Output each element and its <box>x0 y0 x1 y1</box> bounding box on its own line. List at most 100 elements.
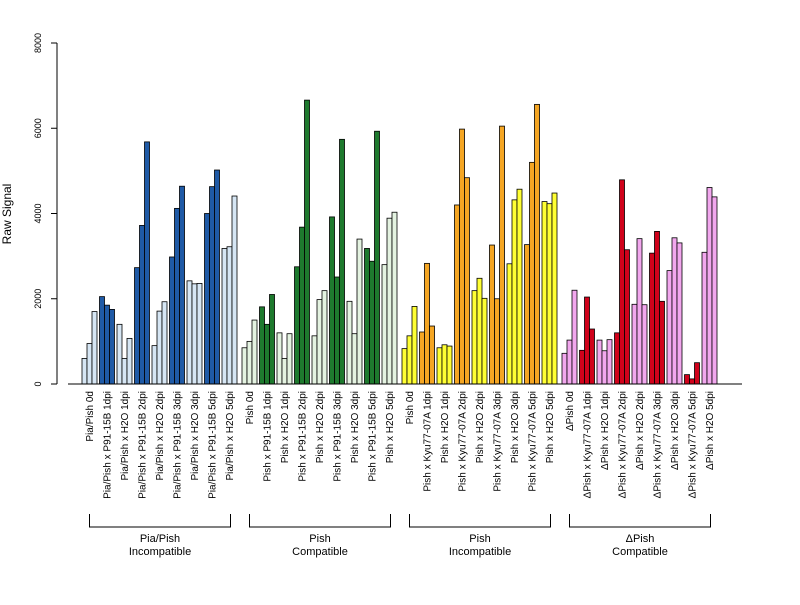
bar <box>546 203 553 385</box>
x-tick-label: Pia/Pish x H2O 1dpi <box>120 391 131 481</box>
bar <box>459 128 465 385</box>
x-tick-label: ΔPish x Kyu77-07A 3dpi <box>653 391 664 498</box>
bar <box>329 216 335 385</box>
bar <box>571 289 578 385</box>
bar <box>231 195 238 385</box>
bar <box>374 130 380 385</box>
x-tick-label: Pish x H2O 1dpi <box>440 391 451 463</box>
bar <box>411 306 418 385</box>
bar <box>99 296 105 385</box>
x-tick-label: Pish x P91-15B 2dpi <box>298 391 309 482</box>
bar <box>424 262 430 385</box>
bar <box>161 301 168 385</box>
bars <box>81 99 718 385</box>
group-label-line1: Pia/Pish <box>140 533 180 545</box>
bar <box>401 348 408 385</box>
bar <box>711 196 718 385</box>
bar <box>659 300 665 385</box>
x-tick-label: ΔPish x H2O 3dpi <box>670 391 681 470</box>
bar <box>186 280 193 385</box>
bar <box>346 300 353 385</box>
group-brackets: Pia/PishIncompatiblePishCompatiblePishIn… <box>89 514 711 558</box>
bar <box>436 347 443 385</box>
bar <box>286 333 293 385</box>
x-tick-label: ΔPish 0d <box>565 391 576 431</box>
x-tick-label: ΔPish x H2O 2dpi <box>635 391 646 470</box>
bar <box>91 311 98 385</box>
bar <box>246 340 253 385</box>
bar <box>489 244 495 385</box>
bar <box>511 199 518 385</box>
y-tick-label: 4000 <box>33 203 43 223</box>
bar <box>606 339 613 385</box>
x-tick-label: Pia/Pish x H2O 2dpi <box>155 391 166 481</box>
bar <box>259 306 265 385</box>
x-tick-label: Pish 0d <box>245 391 256 424</box>
bar <box>299 226 305 385</box>
x-tick-label: Pish x H2O 1dpi <box>280 391 291 463</box>
bar <box>406 335 413 385</box>
bar <box>221 248 228 385</box>
bar <box>269 294 275 385</box>
bar <box>566 339 573 385</box>
group-label-line2: Compatible <box>292 546 348 558</box>
x-tick-label: Pish x Kyu77-07A 5dpi <box>528 391 539 492</box>
x-tick-label: Pish x P91-15B 5dpi <box>368 391 379 482</box>
bar <box>441 344 448 385</box>
x-tick-label: Pish x H2O 2dpi <box>315 391 326 463</box>
x-tick-label: Pish x H2O 3dpi <box>350 391 361 463</box>
bar <box>666 270 673 385</box>
bar <box>209 186 215 385</box>
bar <box>169 256 175 385</box>
bar <box>204 213 210 385</box>
x-tick-label: Pish x Kyu77-07A 2dpi <box>458 391 469 492</box>
x-tick-label: Pia/Pish x P91-15B 1dpi <box>103 391 114 499</box>
bar <box>151 345 158 385</box>
group-bracket <box>89 514 231 528</box>
bar <box>584 296 590 385</box>
x-tick-label: Pia/Pish x H2O 5dpi <box>225 391 236 481</box>
bar <box>534 103 540 385</box>
group-label-line2: Incompatible <box>129 546 191 558</box>
bar <box>321 290 328 385</box>
bar <box>281 358 288 385</box>
x-tick-label: Pish x Kyu77-07A 3dpi <box>493 391 504 492</box>
bar <box>641 304 648 385</box>
bar <box>179 185 185 385</box>
bar <box>636 238 643 385</box>
bar <box>654 231 660 385</box>
bar <box>596 339 603 385</box>
bar <box>276 332 283 385</box>
bar <box>684 374 690 385</box>
x-tick-label: Pish x H2O 5dpi <box>385 391 396 463</box>
bar <box>144 141 150 385</box>
y-tick-label: 8000 <box>33 33 43 53</box>
x-tick-label: Pia/Pish x P91-15B 5dpi <box>208 391 219 499</box>
bar <box>356 238 363 385</box>
group-label-line1: ΔPish <box>626 533 655 545</box>
bar <box>601 350 608 385</box>
bar <box>139 225 145 385</box>
bar <box>524 244 530 385</box>
bar <box>494 298 500 385</box>
bar <box>529 161 535 385</box>
bar <box>116 323 123 385</box>
bar <box>631 303 638 385</box>
bar <box>214 169 220 385</box>
x-tick-label: Pish x P91-15B 1dpi <box>263 391 274 482</box>
bar <box>579 349 585 385</box>
y-tick-label: 0 <box>33 381 43 386</box>
bar <box>104 304 110 385</box>
bar <box>156 310 163 385</box>
bar <box>316 299 323 385</box>
x-tick-label: Pish x P91-15B 3dpi <box>333 391 344 482</box>
bar <box>304 99 310 385</box>
group-label-line1: Pish <box>309 533 330 545</box>
x-tick-label: ΔPish x Kyu77-07A 5dpi <box>688 391 699 498</box>
x-tick-label: Pia/Pish x P91-15B 2dpi <box>138 391 149 499</box>
bar <box>481 297 488 385</box>
y-axis-title: Raw Signal <box>0 184 14 245</box>
x-tick-label: Pish x H2O 5dpi <box>545 391 556 463</box>
